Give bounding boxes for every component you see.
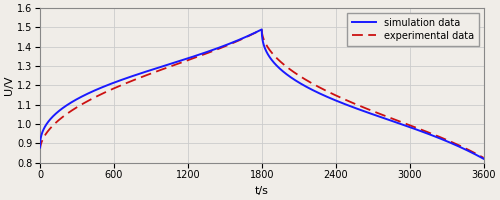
simulation data (258, 28, 264, 31)
simulation data (424, 132, 430, 135)
simulation data (88, 91, 94, 94)
Y-axis label: U/V: U/V (4, 76, 14, 95)
simulation data (472, 153, 478, 155)
experimental data (480, 157, 486, 159)
experimental data (88, 98, 94, 101)
simulation data (480, 158, 486, 160)
experimental data (207, 51, 213, 53)
Line: simulation data: simulation data (40, 29, 484, 159)
simulation data (37, 146, 43, 149)
experimental data (226, 43, 232, 46)
experimental data (37, 149, 43, 152)
experimental data (258, 28, 264, 31)
simulation data (114, 80, 120, 83)
simulation data (226, 43, 232, 45)
experimental data (424, 131, 430, 133)
Legend: simulation data, experimental data: simulation data, experimental data (347, 13, 478, 46)
Line: experimental data: experimental data (40, 29, 484, 158)
experimental data (114, 86, 120, 88)
simulation data (207, 50, 213, 52)
X-axis label: t/s: t/s (255, 186, 268, 196)
experimental data (472, 152, 478, 154)
